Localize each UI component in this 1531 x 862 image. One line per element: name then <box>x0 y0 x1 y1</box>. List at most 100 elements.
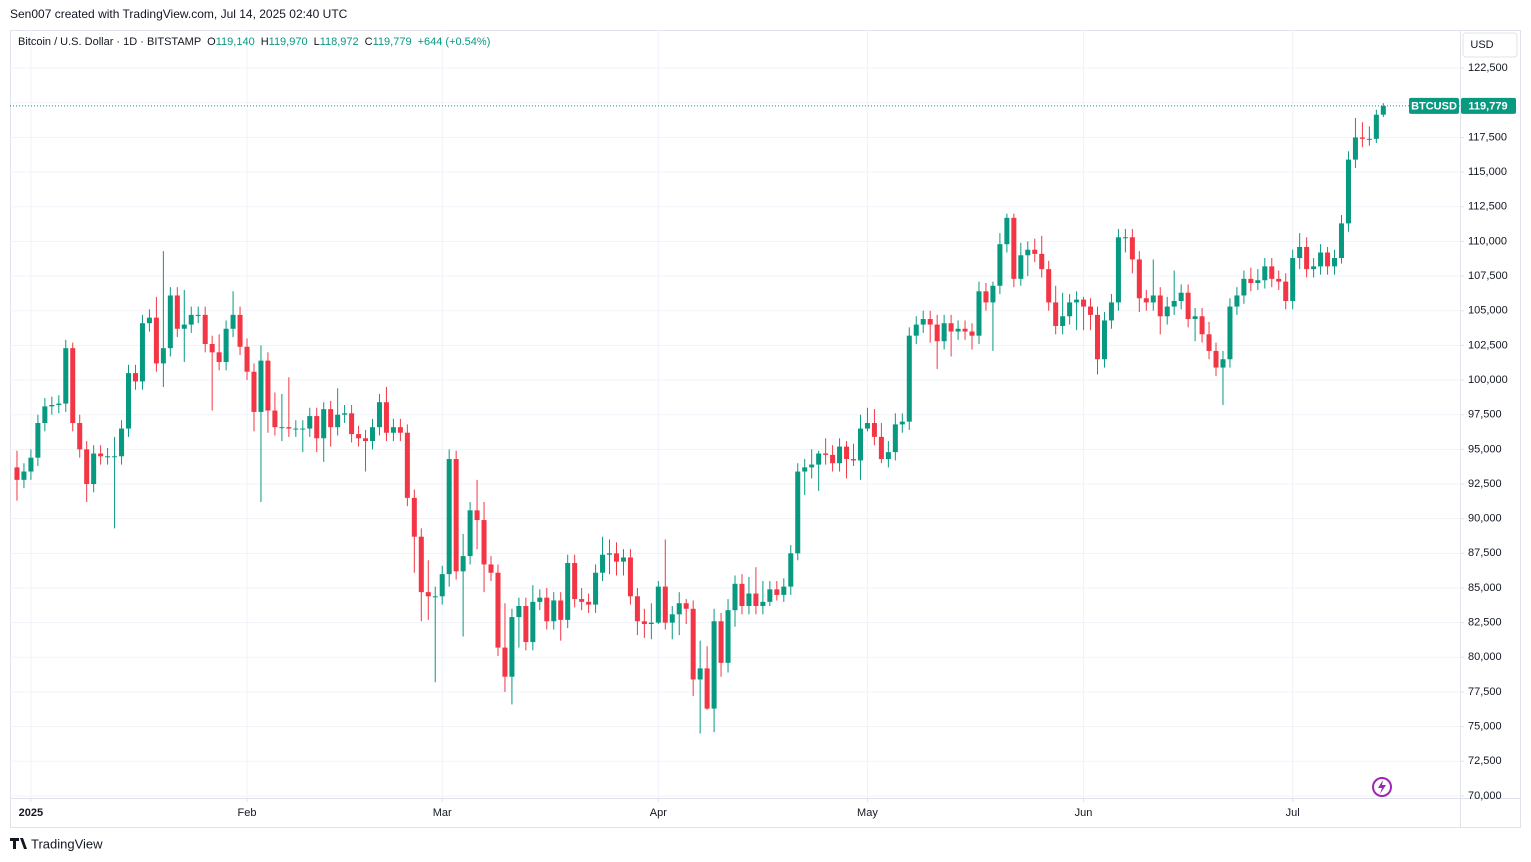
candle-body <box>725 610 731 663</box>
candle-body <box>223 328 229 363</box>
y-tick-label: 87,500 <box>1468 547 1502 559</box>
candle-body <box>997 244 1003 286</box>
currency-box[interactable] <box>1462 32 1518 58</box>
candle-body <box>1122 237 1128 239</box>
candle-body <box>774 589 780 595</box>
assistant-icon[interactable] <box>1372 777 1392 797</box>
candle-body <box>167 295 173 349</box>
y-tick-label: 70,000 <box>1468 790 1502 802</box>
candle-body <box>1039 253 1045 270</box>
x-tick-label: Jun <box>1075 807 1093 819</box>
candle-body <box>1143 298 1149 303</box>
candle-body <box>181 324 187 329</box>
y-tick-label: 115,000 <box>1468 166 1507 178</box>
candle-body <box>1081 299 1087 307</box>
x-tick-label: Apr <box>650 807 667 819</box>
candle-body <box>767 589 773 602</box>
candle-body <box>77 423 83 450</box>
candle-body <box>258 360 264 412</box>
candle-body <box>272 410 278 428</box>
candle-body <box>906 335 912 422</box>
candle-body <box>397 427 403 433</box>
candle-body <box>209 343 215 353</box>
candle-body <box>383 402 389 433</box>
candle-body <box>885 452 891 460</box>
candle-body <box>244 346 250 372</box>
candle-body <box>453 459 459 572</box>
candle-body <box>146 317 152 324</box>
candle-body <box>899 421 905 425</box>
candle-body <box>265 360 271 411</box>
overlay-layer: 70,000 72,500 75,000 77,500 80,000 82,500 85,0… <box>10 36 1516 819</box>
candle-body <box>983 291 989 303</box>
candle-body <box>844 446 850 460</box>
legend-value: 119,970 <box>269 36 308 48</box>
candle-body <box>697 668 703 680</box>
candle-body <box>279 427 285 429</box>
candle-body <box>1220 359 1226 368</box>
candle-body <box>307 416 313 429</box>
legend: Bitcoin / U.S. Dollar · 1D · BITSTAMP O11… <box>18 36 490 48</box>
candle-body <box>593 572 599 605</box>
candle-body <box>126 373 132 429</box>
currency[interactable]: USD <box>1470 39 1493 51</box>
y-tick-label: 97,500 <box>1468 409 1502 421</box>
candle-body <box>56 403 62 405</box>
candle-body <box>467 510 473 557</box>
candle-body <box>641 621 647 625</box>
y-tick-label: 77,500 <box>1468 686 1502 698</box>
candle-body <box>878 436 884 460</box>
candle-body <box>1136 259 1142 299</box>
candle-body <box>1262 266 1268 281</box>
candle-body <box>941 323 947 342</box>
legend-key: H <box>261 36 269 48</box>
candle-body <box>781 586 787 595</box>
candle-body <box>690 608 696 680</box>
candle-body <box>1338 223 1344 259</box>
candle-body <box>1332 258 1338 267</box>
candle-body <box>1101 320 1107 360</box>
x-tick-label: May <box>857 807 878 819</box>
candle-body <box>823 453 829 455</box>
candle-body <box>390 427 396 433</box>
candle-body <box>537 597 543 602</box>
chart-frame <box>10 30 1521 828</box>
candle-body <box>1108 302 1114 321</box>
candle-body <box>753 593 759 606</box>
y-tick-label: 110,000 <box>1468 235 1507 247</box>
candle-body <box>600 554 606 573</box>
y-tick-label: 102,500 <box>1468 339 1508 351</box>
candle-body <box>1192 316 1198 320</box>
legend-change: +644 (+0.54%) <box>418 36 491 48</box>
candle-body <box>425 592 431 597</box>
candle-body <box>1171 301 1177 307</box>
candle-body <box>788 553 794 587</box>
candle-body <box>356 434 362 439</box>
candle-body <box>286 427 292 429</box>
candle-body <box>1345 159 1351 224</box>
candle-body <box>35 423 41 458</box>
y-tick-label: 72,500 <box>1468 755 1502 767</box>
candle-body <box>732 583 738 611</box>
candle-body <box>1164 306 1170 317</box>
candle-body <box>418 536 424 593</box>
candle-body <box>1380 105 1386 115</box>
footer: TradingView <box>31 836 103 851</box>
candle-body <box>830 454 836 464</box>
candle-body <box>1366 138 1372 140</box>
candle-body <box>1067 302 1073 317</box>
candle-body <box>586 601 592 605</box>
candle-body <box>920 319 926 325</box>
candle-body <box>1088 306 1094 315</box>
candle-body <box>28 457 34 472</box>
candle-body <box>1074 299 1080 303</box>
candle-body <box>195 314 201 316</box>
y-tick-label: 100,000 <box>1468 374 1508 386</box>
candle-body <box>955 328 961 332</box>
candle-body <box>509 617 515 677</box>
candle-body <box>314 416 320 439</box>
candle-body <box>934 324 940 342</box>
candle-body <box>328 409 334 428</box>
candle-body <box>49 404 55 407</box>
